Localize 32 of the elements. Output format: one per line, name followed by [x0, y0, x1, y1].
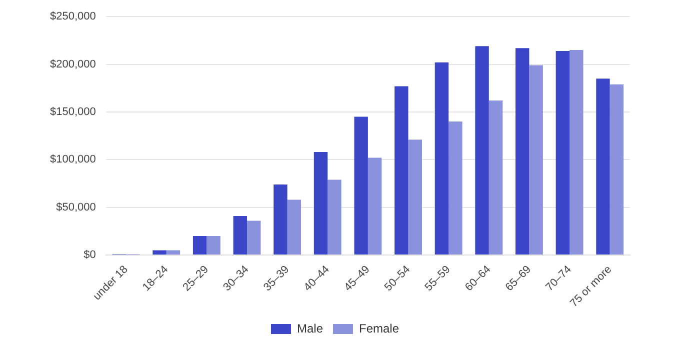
bar [368, 158, 382, 255]
bar [166, 250, 180, 255]
legend-label: Female [359, 321, 400, 336]
bar [274, 184, 288, 255]
bar [314, 152, 328, 255]
bar [529, 65, 543, 255]
y-tick-label: $150,000 [50, 106, 96, 118]
bar [610, 84, 624, 255]
bar [488, 100, 503, 255]
bar [570, 50, 584, 255]
bar [434, 62, 449, 255]
bar [152, 250, 166, 255]
bar [408, 140, 422, 255]
bar [328, 180, 342, 255]
y-tick-label: $100,000 [50, 154, 96, 166]
bar [354, 116, 368, 255]
bar [287, 200, 302, 255]
y-tick-label: $0 [84, 249, 96, 262]
bar [448, 122, 462, 255]
bar [556, 50, 570, 255]
bar [516, 48, 530, 255]
bar [192, 236, 207, 255]
bar [475, 46, 489, 255]
bar [206, 236, 220, 255]
y-tick-label: $200,000 [50, 58, 96, 70]
legend-label: Male [296, 321, 324, 336]
y-tick-label: $50,000 [56, 201, 96, 214]
bar [596, 78, 610, 255]
y-tick-label: $250,000 [50, 10, 96, 23]
bar [246, 220, 261, 255]
bar [233, 216, 247, 255]
bar [394, 86, 408, 255]
